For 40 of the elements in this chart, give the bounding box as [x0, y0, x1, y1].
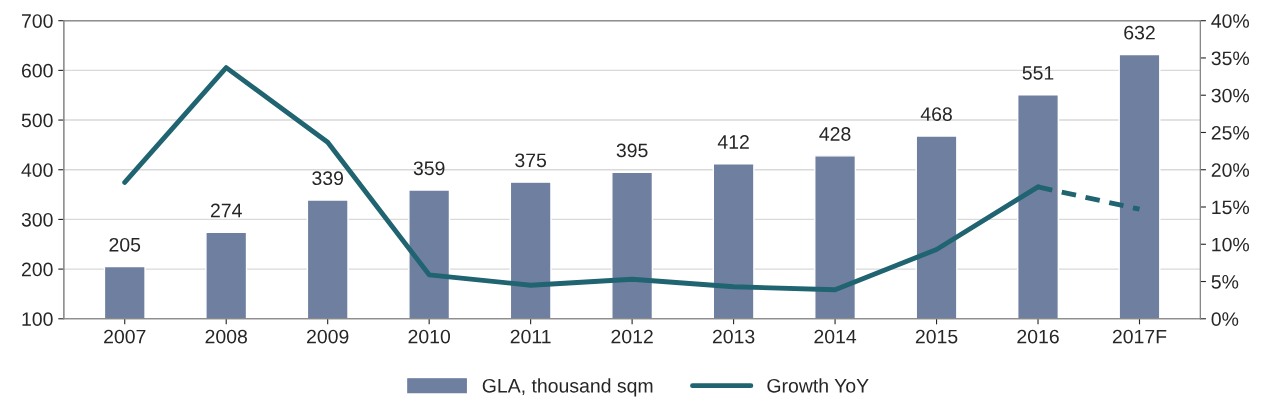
- x-tick-label: 2011: [510, 329, 551, 344]
- data-label: 205: [109, 237, 141, 252]
- y2-tick-label: 40%: [1211, 14, 1250, 28]
- data-label: 339: [312, 171, 343, 186]
- data-label: 551: [1022, 66, 1054, 80]
- y-tick-label: 300: [21, 212, 53, 227]
- x-tick-label: 2009: [307, 329, 349, 344]
- y-tick-label: 700: [21, 14, 53, 28]
- x-tick-label: 2013: [712, 329, 755, 344]
- y2-tick-label: 30%: [1211, 88, 1250, 103]
- y2-tick-label: 20%: [1211, 163, 1250, 177]
- x-tick-label: 2015: [915, 329, 958, 344]
- y-tick-label: 400: [21, 163, 53, 177]
- legend-label: Growth YoY: [767, 378, 869, 393]
- x-tick-label: 2008: [205, 329, 247, 344]
- x-tick-label: 2014: [814, 329, 857, 344]
- x-tick-label: 2012: [611, 329, 653, 344]
- x-tick-label: 2017F: [1112, 329, 1167, 344]
- y-tick-label: 600: [21, 63, 53, 78]
- y2-tick-label: 35%: [1211, 51, 1250, 66]
- data-label: 468: [920, 107, 952, 121]
- x-tick-label: 2010: [408, 329, 451, 344]
- data-label: 395: [616, 143, 648, 158]
- y2-tick-label: 15%: [1212, 200, 1250, 215]
- y2-tick-label: 10%: [1212, 237, 1250, 252]
- y2-tick-label: 5%: [1211, 275, 1239, 289]
- legend-label: GLA, thousand sqm: [482, 378, 653, 397]
- y-tick-label: 100: [22, 312, 53, 327]
- y2-tick-label: 0%: [1211, 312, 1239, 327]
- x-tick-label: 2007: [104, 329, 146, 344]
- x-tick-label: 2016: [1017, 329, 1059, 344]
- y-tick-label: 200: [21, 262, 53, 277]
- y2-tick-label: 25%: [1211, 125, 1250, 140]
- data-label: 412: [717, 135, 749, 149]
- data-label: 274: [210, 203, 242, 218]
- y-tick-label: 500: [21, 113, 53, 128]
- data-label: 632: [1124, 25, 1155, 40]
- data-label: 359: [413, 161, 445, 176]
- data-label: 375: [515, 153, 547, 168]
- data-label: 428: [819, 127, 851, 141]
